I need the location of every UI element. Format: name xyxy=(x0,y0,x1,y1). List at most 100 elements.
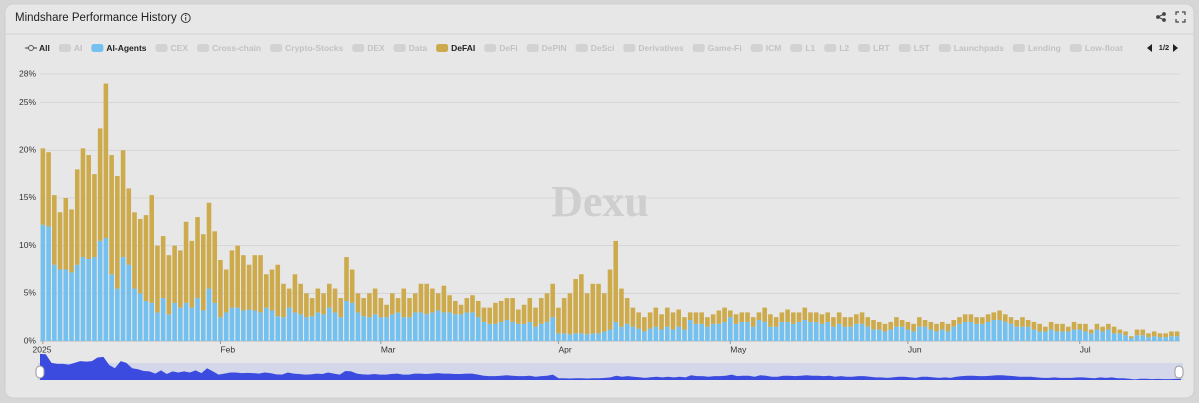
bar-segment xyxy=(687,320,693,341)
bar-segment xyxy=(361,316,366,341)
bar-segment xyxy=(573,279,578,334)
legend-prev[interactable] xyxy=(1147,44,1152,52)
bar-segment xyxy=(286,307,292,341)
bar-segment xyxy=(327,283,332,308)
legend-label[interactable]: DeFAI xyxy=(451,43,475,53)
bar-segment xyxy=(939,329,945,341)
bar-segment xyxy=(74,264,80,341)
bar-segment xyxy=(808,312,813,322)
fullscreen-button[interactable] xyxy=(1175,11,1186,23)
bar-segment xyxy=(716,323,722,341)
bar-segment xyxy=(372,288,378,315)
bar-segment xyxy=(384,304,389,318)
legend-swatch xyxy=(898,44,911,52)
legend-label[interactable]: DeSci xyxy=(591,43,615,53)
bar-segment xyxy=(395,312,401,341)
bar-segment xyxy=(349,269,355,303)
bar-segment xyxy=(699,323,704,341)
bar-segment xyxy=(178,250,183,308)
bar-segment xyxy=(768,326,773,341)
bar-segment xyxy=(223,269,229,313)
legend-label[interactable]: Data xyxy=(409,43,428,53)
bar-segment xyxy=(997,320,1002,341)
bar-segment xyxy=(1025,320,1031,327)
bar-segment xyxy=(567,293,573,335)
bar-segment xyxy=(40,224,46,341)
bar-segment xyxy=(298,283,303,315)
legend-label[interactable]: LST xyxy=(914,43,931,53)
legend-label[interactable]: L1 xyxy=(805,43,815,53)
y-tick-label: 15% xyxy=(19,192,36,202)
legend-label[interactable]: Crypto-Stocks xyxy=(285,43,343,53)
bar-segment xyxy=(252,310,258,341)
legend-label[interactable]: Low-float xyxy=(1085,43,1123,53)
bar-segment xyxy=(52,264,57,341)
bar-segment xyxy=(390,314,395,341)
legend-label[interactable]: All xyxy=(39,43,50,53)
bar-segment xyxy=(1025,326,1031,341)
bar-segment xyxy=(607,329,613,341)
legend-label[interactable]: AI-Agents xyxy=(106,43,146,53)
bar-segment xyxy=(1094,329,1100,341)
bar-segment xyxy=(447,312,452,341)
info-icon[interactable] xyxy=(180,13,191,23)
bar-segment xyxy=(762,321,767,341)
bar-segment xyxy=(1037,331,1042,341)
bar-segment xyxy=(831,317,836,327)
bar-segment xyxy=(619,288,624,327)
bar-segment xyxy=(802,307,808,321)
bar-segment xyxy=(911,323,916,332)
bar-segment xyxy=(1169,336,1174,341)
legend-swatch xyxy=(692,44,705,52)
navigator-handle[interactable] xyxy=(35,365,45,379)
legend-next[interactable] xyxy=(1173,44,1178,52)
bar-segment xyxy=(229,250,235,308)
legend-label[interactable]: Lending xyxy=(1028,43,1061,53)
legend-label[interactable]: Cross-chain xyxy=(212,43,261,53)
bar-segment xyxy=(876,321,882,330)
bar-segment xyxy=(1140,329,1146,336)
legend-label[interactable]: DePIN xyxy=(542,43,567,53)
legend-label[interactable]: DEX xyxy=(367,43,385,53)
legend: All AI AI-Agents CEX Cross-chain Crypto-Stock… xyxy=(25,43,1123,53)
bar-segment xyxy=(1169,331,1174,337)
bar-segment xyxy=(223,312,229,341)
bar-segment xyxy=(957,323,962,341)
navigator-handle[interactable] xyxy=(1174,365,1184,379)
bar-segment xyxy=(493,323,498,341)
legend-label[interactable]: Launchpads xyxy=(954,43,1004,53)
bar-segment xyxy=(1129,338,1134,341)
bar-segment xyxy=(762,307,767,322)
bar-segment xyxy=(894,326,899,341)
bar-segment xyxy=(1146,333,1151,338)
legend-label[interactable]: LRT xyxy=(873,43,890,53)
bar-segment xyxy=(395,298,401,313)
bar-segment xyxy=(905,329,911,341)
bar-segment xyxy=(1151,336,1157,341)
bar-segment xyxy=(1060,331,1065,341)
legend-label[interactable]: DeFi xyxy=(499,43,517,53)
bar-segment xyxy=(985,321,991,341)
legend-label[interactable]: AI xyxy=(74,43,83,53)
legend-label[interactable]: Game-Fi xyxy=(708,43,742,53)
legend-swatch xyxy=(91,44,104,52)
bar-segment xyxy=(401,317,407,341)
bar-segment xyxy=(516,323,521,341)
bar-segment xyxy=(292,312,298,341)
bar-segment xyxy=(1008,323,1014,341)
bar-segment xyxy=(693,323,699,341)
bar-segment xyxy=(601,331,607,341)
legend-label[interactable]: ICM xyxy=(766,43,782,53)
bar-segment xyxy=(475,317,481,341)
bar-segment xyxy=(115,176,120,289)
bar-segment xyxy=(355,293,361,313)
share-button[interactable] xyxy=(1156,12,1166,22)
bar-segment xyxy=(859,312,865,324)
bar-segment xyxy=(447,295,452,313)
bar-segment xyxy=(756,312,762,321)
legend-label[interactable]: CEX xyxy=(171,43,189,53)
legend-label[interactable]: L2 xyxy=(839,43,849,53)
legend-label[interactable]: Derivatives xyxy=(638,43,684,53)
bar-segment xyxy=(716,310,722,324)
